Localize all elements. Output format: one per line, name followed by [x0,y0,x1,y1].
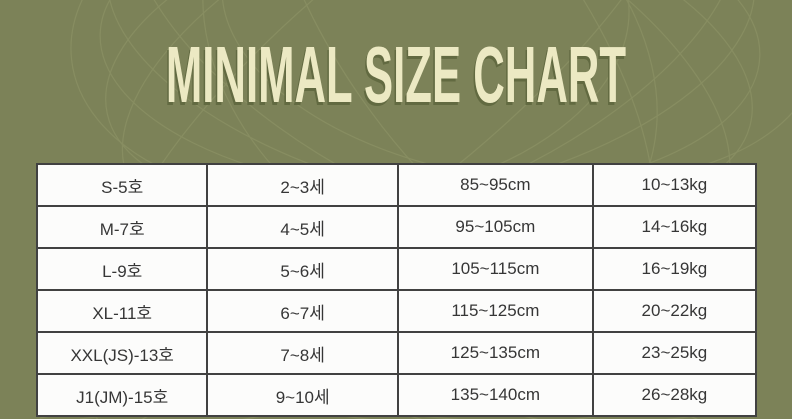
age-cell: 7~8세 [206,331,399,375]
table-row: J1(JM)-15호 9~10세 135~140cm 26~28kg [35,373,758,417]
weight-cell: 16~19kg [591,247,758,291]
age-cell: 5~6세 [206,247,399,291]
height-cell: 115~125cm [396,289,594,333]
table-row: S-5호 2~3세 85~95cm 10~13kg [35,163,758,207]
weight-cell: 26~28kg [591,373,758,417]
size-cell: XL-11호 [35,289,209,333]
height-cell: 135~140cm [396,373,594,417]
age-cell: 6~7세 [206,289,399,333]
size-cell: XXL(JS)-13호 [35,331,209,375]
weight-cell: 14~16kg [591,205,758,249]
age-cell: 4~5세 [206,205,399,249]
weight-cell: 23~25kg [591,331,758,375]
height-cell: 125~135cm [396,331,594,375]
height-cell: 105~115cm [396,247,594,291]
weight-cell: 20~22kg [591,289,758,333]
size-cell: J1(JM)-15호 [35,373,209,417]
table-row: M-7호 4~5세 95~105cm 14~16kg [35,205,758,249]
table-row: XXL(JS)-13호 7~8세 125~135cm 23~25kg [35,331,758,375]
size-cell: M-7호 [35,205,209,249]
size-cell: L-9호 [35,247,209,291]
age-cell: 2~3세 [206,163,399,207]
table-row: L-9호 5~6세 105~115cm 16~19kg [35,247,758,291]
size-cell: S-5호 [35,163,209,207]
weight-cell: 10~13kg [591,163,758,207]
height-cell: 95~105cm [396,205,594,249]
size-table: S-5호 2~3세 85~95cm 10~13kg M-7호 4~5세 95~1… [35,163,758,417]
height-cell: 85~95cm [396,163,594,207]
age-cell: 9~10세 [206,373,399,417]
page-title: MINIMAL SIZE CHART [165,29,627,120]
table-row: XL-11호 6~7세 115~125cm 20~22kg [35,289,758,333]
